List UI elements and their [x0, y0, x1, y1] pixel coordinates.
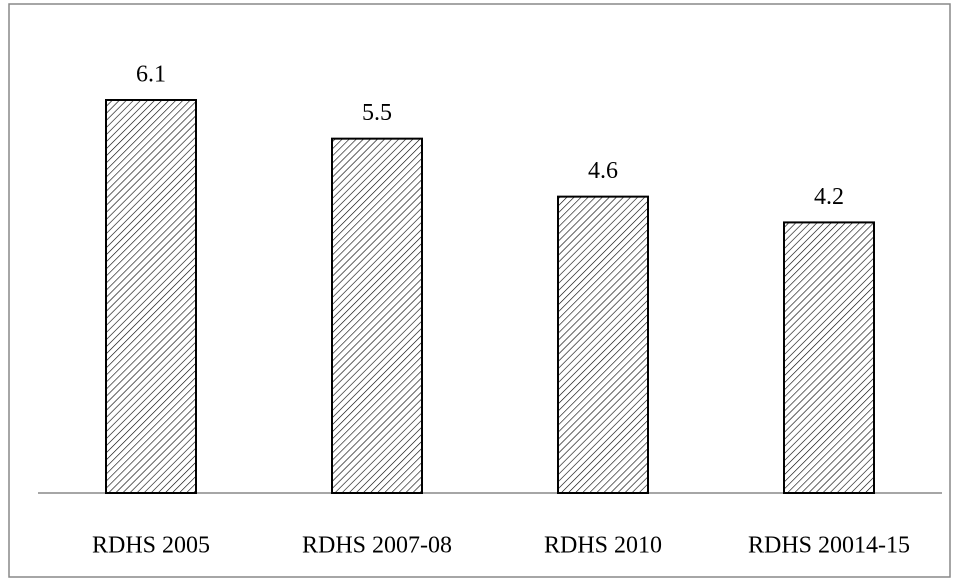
x-tick-label: RDHS 2005 — [92, 533, 210, 559]
x-tick-label: RDHS 20014-15 — [748, 533, 910, 559]
x-tick-label: RDHS 2010 — [544, 533, 662, 559]
data-label: 6.1 — [136, 62, 166, 88]
bar — [557, 195, 649, 494]
data-label: 4.2 — [814, 184, 844, 210]
x-tick-label: RDHS 2007-08 — [302, 533, 452, 559]
bar — [783, 221, 875, 494]
bar — [105, 99, 197, 494]
data-label: 4.6 — [588, 158, 618, 184]
bar — [331, 137, 423, 494]
data-label: 5.5 — [362, 100, 392, 126]
